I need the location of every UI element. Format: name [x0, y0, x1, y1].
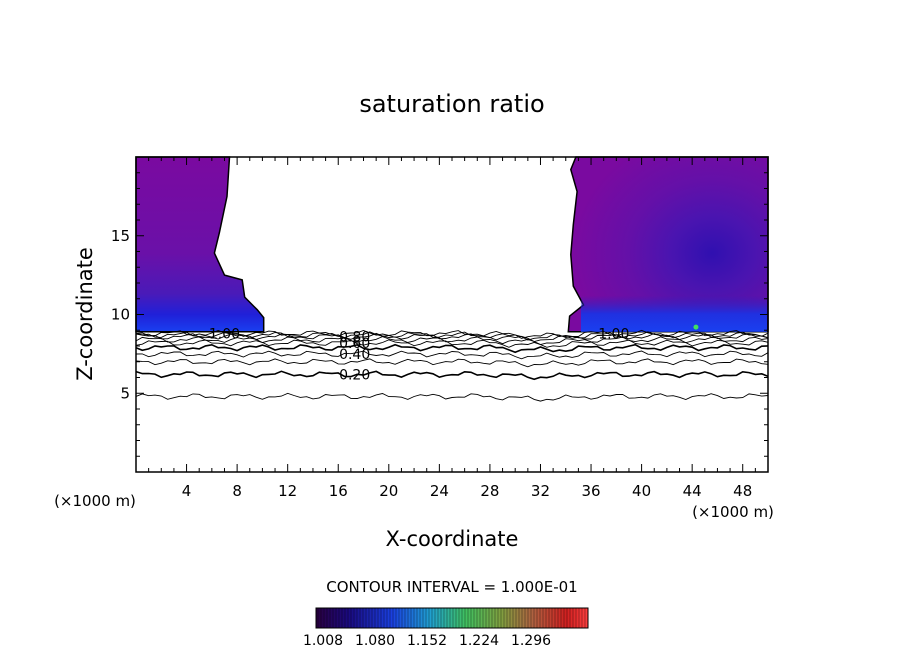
x-tick-label: 28 — [480, 482, 499, 500]
x-unit-left: (×1000 m) — [54, 492, 136, 510]
supersaturation-fields — [135, 156, 769, 333]
x-tick-label: 40 — [632, 482, 651, 500]
x-tick-label: 4 — [182, 482, 192, 500]
y-tick-label: 5 — [120, 384, 130, 402]
contour-label: 1.00 — [598, 326, 629, 342]
x-tick-label: 16 — [329, 482, 348, 500]
contour-label: 0.60 — [339, 336, 370, 352]
y-tick-label: 15 — [111, 227, 130, 245]
contour-line — [135, 358, 769, 368]
contour-line — [135, 339, 769, 348]
contour-label: 1.00 — [209, 326, 240, 342]
contour-lines — [135, 329, 769, 402]
x-tick-label: 20 — [379, 482, 398, 500]
colorbar-label: 1.296 — [511, 633, 551, 649]
y-tick-label: 10 — [111, 306, 130, 324]
colorbar-label: 1.224 — [459, 633, 499, 649]
colorbar-hatching — [317, 608, 586, 628]
x-unit-right: (×1000 m) — [692, 503, 774, 521]
contour-line — [135, 331, 769, 341]
contour-interval-text: CONTOUR INTERVAL = 1.000E-01 — [326, 578, 577, 596]
left-supersaturated-region — [135, 156, 265, 333]
x-tick-label: 44 — [683, 482, 702, 500]
right-blue-band — [580, 295, 767, 332]
colorbar-label: 1.080 — [355, 633, 395, 649]
contour-line — [135, 370, 769, 381]
contour-label: 0.80 — [339, 330, 370, 346]
x-axis-label: X-coordinate — [386, 527, 519, 551]
contour-line — [135, 350, 769, 360]
contour-labels: 0.20 0.400.600.80 1.00 1.00 — [209, 326, 629, 383]
x-tick-label: 32 — [531, 482, 550, 500]
contour-label: 0.40 — [339, 347, 370, 363]
contour-line — [135, 329, 769, 339]
y-axis-label: Z-coordinate — [73, 247, 97, 381]
colorbar-label: 1.152 — [407, 633, 447, 649]
contour-line — [135, 336, 769, 345]
x-tick-label: 36 — [581, 482, 600, 500]
colorbar-label: 1.008 — [303, 633, 343, 649]
contour-line — [135, 392, 769, 402]
contour-line — [135, 343, 769, 354]
x-tick-label: 12 — [278, 482, 297, 500]
green-marker — [693, 324, 699, 330]
x-tick-label: 24 — [430, 482, 449, 500]
x-tick-label: 8 — [232, 482, 242, 500]
colorbar-labels: 1.008 1.080 1.152 1.224 1.296 — [303, 633, 551, 649]
chart-title: saturation ratio — [359, 90, 544, 118]
x-tick-label: 48 — [733, 482, 752, 500]
contour-label: 0.20 — [339, 367, 370, 383]
